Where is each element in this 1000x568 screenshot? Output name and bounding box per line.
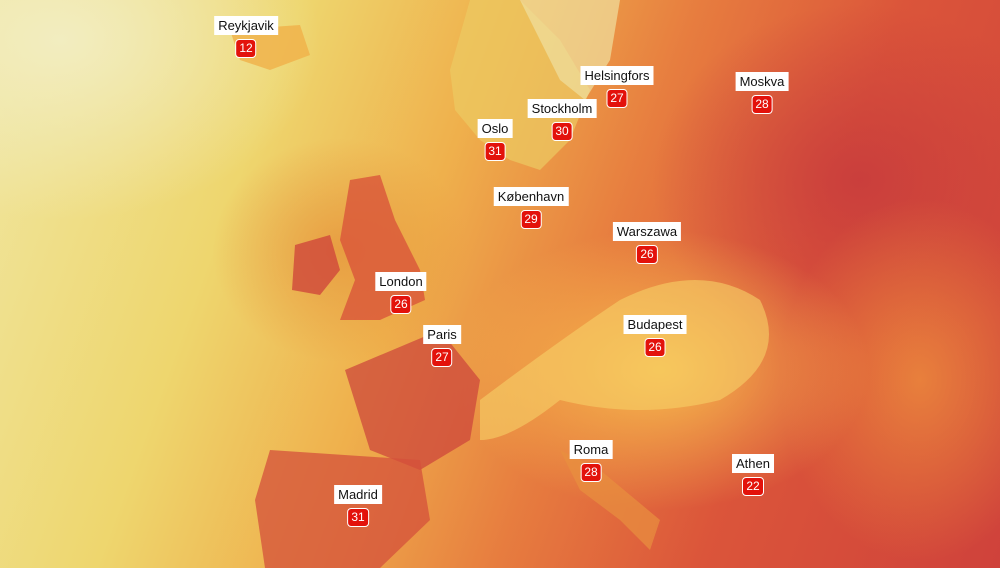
city-name: Reykjavik (214, 16, 278, 35)
city-name: Paris (423, 325, 461, 344)
temperature-badge: 28 (580, 463, 602, 482)
city-moskva[interactable]: Moskva 28 (735, 72, 789, 114)
city-roma[interactable]: Roma 28 (569, 440, 613, 482)
city-stockholm[interactable]: Stockholm 30 (527, 99, 597, 141)
city-madrid[interactable]: Madrid 31 (334, 485, 382, 527)
temperature-badge: 29 (520, 210, 542, 229)
city-reykjavik[interactable]: Reykjavik 12 (214, 16, 278, 58)
city-london[interactable]: London 26 (375, 272, 427, 314)
temperature-badge: 30 (551, 122, 573, 141)
city-oslo[interactable]: Oslo 31 (477, 119, 513, 161)
city-name: Budapest (623, 315, 687, 334)
city-name: Stockholm (527, 99, 597, 118)
temperature-badge: 26 (390, 295, 412, 314)
city-name: Athen (732, 454, 774, 473)
temperature-badge: 22 (742, 477, 764, 496)
temperature-badge: 26 (644, 338, 666, 357)
temperature-badge: 31 (347, 508, 369, 527)
city-athen[interactable]: Athen 22 (732, 454, 774, 496)
temperature-badge: 28 (751, 95, 773, 114)
city-name: Oslo (477, 119, 513, 138)
city-kobenhavn[interactable]: København 29 (493, 187, 569, 229)
temperature-badge: 12 (235, 39, 257, 58)
city-name: Roma (569, 440, 613, 459)
temperature-badge: 27 (431, 348, 453, 367)
temperature-badge: 27 (606, 89, 628, 108)
city-name: Helsingfors (580, 66, 654, 85)
city-name: London (375, 272, 427, 291)
temperature-badge: 31 (484, 142, 506, 161)
city-name: København (493, 187, 569, 206)
city-name: Madrid (334, 485, 382, 504)
city-name: Moskva (735, 72, 789, 91)
city-budapest[interactable]: Budapest 26 (623, 315, 687, 357)
city-warszawa[interactable]: Warszawa 26 (612, 222, 682, 264)
temperature-badge: 26 (636, 245, 658, 264)
city-paris[interactable]: Paris 27 (423, 325, 461, 367)
city-name: Warszawa (612, 222, 682, 241)
city-helsingfors[interactable]: Helsingfors 27 (580, 66, 654, 108)
